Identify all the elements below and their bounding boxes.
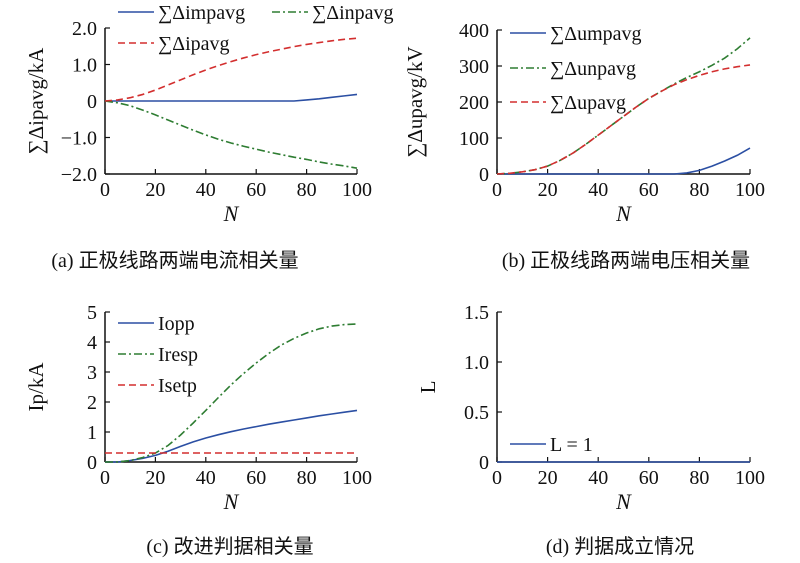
series-line-2 (496, 64, 751, 175)
y-tick-label: 2.0 (72, 18, 97, 40)
series-line-1 (496, 37, 751, 175)
y-tick-label: 0.5 (464, 402, 489, 424)
y-axis-label: ∑Δipavg/kA (24, 47, 48, 154)
y-tick-label: 1 (87, 422, 97, 444)
x-tick-label: 60 (639, 179, 659, 201)
y-tick-label: 1.0 (464, 352, 489, 374)
x-tick-label: 20 (538, 179, 558, 201)
series-line-1 (105, 323, 358, 463)
y-tick-label: −1.0 (61, 128, 97, 150)
x-tick-label: 40 (196, 467, 216, 489)
panel-a (104, 11, 358, 175)
series-line-1 (104, 100, 358, 169)
series-line-2 (104, 37, 358, 102)
y-tick-label: 3 (87, 362, 97, 384)
x-tick-label: 80 (689, 179, 709, 201)
x-tick-label: 80 (297, 179, 317, 201)
y-axis-label: ∑Δupavg/kV (403, 46, 427, 157)
y-tick-label: 400 (459, 20, 489, 42)
x-tick-label: 100 (735, 179, 765, 201)
caption-d: (d) 判据成立情况 (545, 536, 695, 558)
y-tick-label: 0 (87, 452, 97, 474)
y-tick-label: 200 (459, 92, 489, 114)
y-tick-label: 0 (479, 164, 489, 186)
y-tick-label: −2.0 (61, 164, 97, 186)
x-axis-label: N (223, 201, 240, 226)
legend-label: ∑Δipavg (158, 33, 230, 55)
y-tick-label: 300 (459, 56, 489, 78)
panel-c (104, 311, 358, 463)
x-axis-label: N (223, 489, 240, 514)
x-tick-label: 80 (297, 467, 317, 489)
panel-b (496, 29, 751, 175)
x-axis-label: N (615, 201, 632, 226)
x-axis-label: N (615, 489, 632, 514)
x-tick-label: 100 (735, 467, 765, 489)
x-tick-label: 40 (588, 179, 608, 201)
y-tick-label: 0 (479, 452, 489, 474)
x-tick-label: 20 (145, 467, 165, 489)
legend-label: Isetp (158, 375, 197, 397)
x-tick-label: 100 (342, 467, 372, 489)
caption-b: (b) 正极线路两端电压相关量 (501, 250, 751, 272)
series-line-0 (105, 93, 358, 102)
legend-label: ∑Δimpavg (158, 2, 245, 24)
x-tick-label: 40 (588, 467, 608, 489)
series-line-0 (105, 409, 358, 463)
x-tick-label: 40 (196, 179, 216, 201)
x-tick-label: 100 (342, 179, 372, 201)
y-axis-label: Ip/kA (24, 362, 48, 412)
y-tick-label: 5 (87, 302, 97, 324)
x-tick-label: 20 (145, 179, 165, 201)
y-tick-label: 1.5 (464, 302, 489, 324)
legend-label: L = 1 (550, 434, 593, 456)
y-tick-label: 0 (87, 91, 97, 113)
x-tick-label: 0 (492, 467, 502, 489)
series-line-0 (497, 147, 751, 175)
x-tick-label: 60 (639, 467, 659, 489)
legend-label: ∑Δumpavg (550, 23, 642, 45)
panel-d (496, 311, 751, 463)
legend-label: ∑Δinpavg (312, 2, 394, 24)
y-axis-label: L (416, 381, 440, 394)
caption-a: (a) 正极线路两端电流相关量 (51, 250, 299, 272)
legend-label: ∑Δunpavg (550, 58, 636, 80)
y-tick-label: 1.0 (72, 55, 97, 77)
legend-label: Iresp (158, 344, 198, 366)
x-tick-label: 0 (100, 467, 110, 489)
x-tick-label: 0 (100, 179, 110, 201)
x-tick-label: 20 (538, 467, 558, 489)
legend-label: ∑Δupavg (550, 92, 626, 114)
x-tick-label: 0 (492, 179, 502, 201)
x-tick-label: 60 (246, 179, 266, 201)
x-tick-label: 80 (689, 467, 709, 489)
y-tick-label: 100 (459, 128, 489, 150)
caption-c: (c) 改进判据相关量 (146, 536, 314, 558)
y-tick-label: 2 (87, 392, 97, 414)
y-tick-label: 4 (87, 332, 97, 354)
legend-label: Iopp (158, 313, 195, 335)
x-tick-label: 60 (246, 467, 266, 489)
